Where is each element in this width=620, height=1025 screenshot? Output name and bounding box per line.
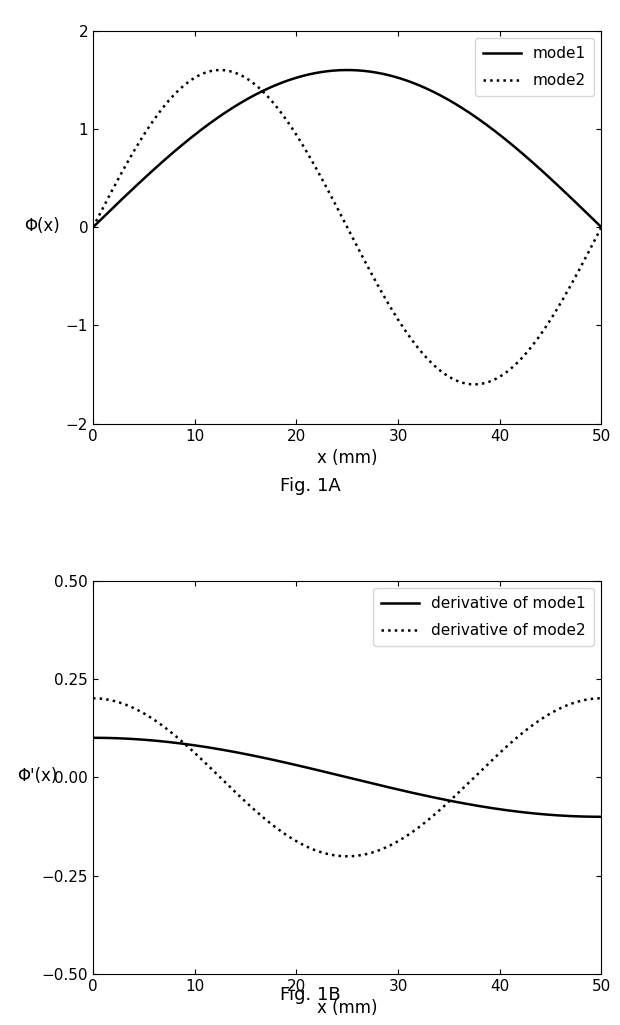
mode1	[439, 90, 446, 102]
X-axis label: x (mm): x (mm)	[317, 449, 378, 467]
derivative of mode1	[89, 732, 97, 744]
Line: mode2: mode2	[93, 70, 601, 384]
Text: Fig. 1A: Fig. 1A	[280, 477, 340, 495]
derivative of mode2	[313, 845, 321, 857]
mode2	[439, 366, 446, 378]
mode2	[89, 221, 97, 234]
Legend: derivative of mode1, derivative of mode2: derivative of mode1, derivative of mode2	[373, 588, 594, 646]
mode2	[471, 378, 478, 391]
mode2	[295, 133, 303, 146]
Y-axis label: Φ(x): Φ(x)	[24, 217, 60, 235]
Y-axis label: Φ'(x): Φ'(x)	[17, 767, 57, 785]
derivative of mode1	[598, 811, 605, 823]
derivative of mode2	[141, 708, 149, 721]
derivative of mode1	[485, 802, 493, 814]
derivative of mode2	[439, 802, 446, 814]
derivative of mode2	[89, 692, 97, 704]
Line: mode1: mode1	[93, 70, 601, 228]
mode2	[598, 221, 605, 234]
mode1	[486, 121, 494, 133]
derivative of mode1	[313, 764, 321, 776]
mode2	[487, 375, 494, 387]
mode2	[141, 127, 149, 139]
mode1	[141, 171, 149, 183]
derivative of mode1	[438, 793, 446, 806]
Line: derivative of mode2: derivative of mode2	[93, 698, 601, 856]
mode2	[314, 165, 321, 177]
mode1	[89, 221, 97, 234]
mode1	[313, 67, 321, 79]
mode1	[598, 221, 605, 234]
derivative of mode2	[295, 836, 303, 849]
derivative of mode1	[495, 803, 502, 815]
derivative of mode2	[495, 747, 503, 760]
Legend: mode1, mode2: mode1, mode2	[475, 38, 594, 96]
derivative of mode2	[343, 850, 351, 862]
Line: derivative of mode1: derivative of mode1	[93, 738, 601, 817]
X-axis label: x (mm): x (mm)	[317, 999, 378, 1017]
mode1	[495, 128, 503, 140]
mode2	[496, 371, 503, 383]
Text: Fig. 1B: Fig. 1B	[280, 986, 340, 1004]
derivative of mode2	[486, 756, 494, 769]
derivative of mode1	[295, 760, 303, 772]
mode1	[343, 64, 351, 76]
derivative of mode1	[141, 734, 149, 746]
derivative of mode2	[598, 692, 605, 704]
mode1	[295, 71, 303, 83]
mode2	[216, 64, 224, 76]
